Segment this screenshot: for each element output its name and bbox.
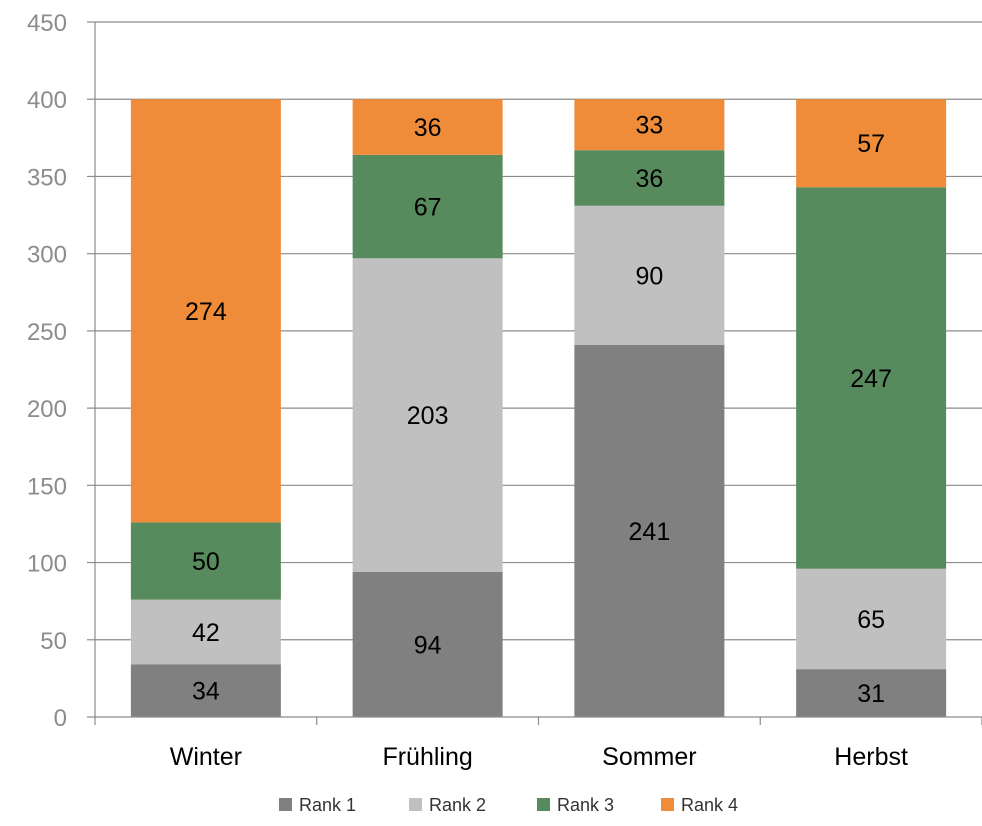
bars: 34 42 50 274 94 203 67 36 241 90 36 33 31 65 247 57 — [130, 99, 947, 717]
x-category-label: Herbst — [834, 743, 908, 771]
legend-swatch — [279, 798, 292, 811]
y-tick-label: 100 — [27, 551, 67, 578]
data-label: 203 — [407, 402, 449, 430]
data-label: 241 — [629, 518, 671, 546]
data-label: 65 — [857, 606, 885, 634]
bar-segment — [796, 99, 947, 188]
bar-segment — [130, 522, 281, 600]
legend-label: Rank 4 — [681, 795, 738, 815]
y-tick-label: 450 — [27, 10, 67, 37]
data-label: 57 — [857, 130, 885, 158]
y-tick-label: 400 — [27, 87, 67, 114]
legend-swatch — [537, 798, 550, 811]
bar-segment — [352, 258, 503, 572]
y-tick-label: 0 — [54, 705, 67, 732]
data-label: 31 — [857, 680, 885, 708]
data-label: 90 — [635, 262, 663, 290]
bar-segment — [574, 99, 725, 151]
bar-segment — [796, 669, 947, 717]
legend-label: Rank 2 — [429, 795, 486, 815]
y-tick-label: 150 — [27, 473, 67, 500]
bar-segment — [574, 205, 725, 345]
y-axis: 0 50 100 150 200 250 300 350 400 450 — [27, 10, 96, 732]
bar-segment — [352, 571, 503, 717]
legend-label: Rank 3 — [557, 795, 614, 815]
legend-swatch — [661, 798, 674, 811]
bar-segment — [352, 154, 503, 259]
data-label: 274 — [185, 298, 227, 326]
legend-swatch — [409, 798, 422, 811]
legend-label: Rank 1 — [299, 795, 356, 815]
x-axis: Winter Frühling Sommer Herbst — [94, 716, 982, 771]
data-label: 42 — [192, 619, 220, 647]
data-label: 33 — [635, 112, 663, 140]
x-category-label: Winter — [170, 743, 242, 771]
data-label: 36 — [414, 114, 442, 142]
y-tick-label: 250 — [27, 319, 67, 346]
legend: Rank 1 Rank 2 Rank 3 Rank 4 — [279, 795, 738, 815]
data-label: 36 — [635, 165, 663, 193]
data-label: 94 — [414, 631, 442, 659]
data-label: 67 — [414, 194, 442, 222]
data-label: 247 — [850, 365, 892, 393]
x-category-label: Sommer — [602, 743, 696, 771]
data-label: 34 — [192, 678, 220, 706]
bar-segment — [796, 187, 947, 569]
bar-segment — [130, 664, 281, 717]
data-label: 50 — [192, 548, 220, 576]
bar-segment — [574, 344, 725, 717]
y-tick-label: 200 — [27, 396, 67, 423]
y-tick-label: 350 — [27, 164, 67, 191]
x-category-label: Frühling — [382, 743, 472, 771]
bar-segment — [574, 150, 725, 206]
bar-segment — [130, 99, 281, 523]
bar-segment — [352, 99, 503, 155]
bar-segment — [130, 599, 281, 665]
y-tick-label: 50 — [40, 628, 67, 655]
bar-segment — [796, 568, 947, 670]
y-tick-label: 300 — [27, 242, 67, 269]
